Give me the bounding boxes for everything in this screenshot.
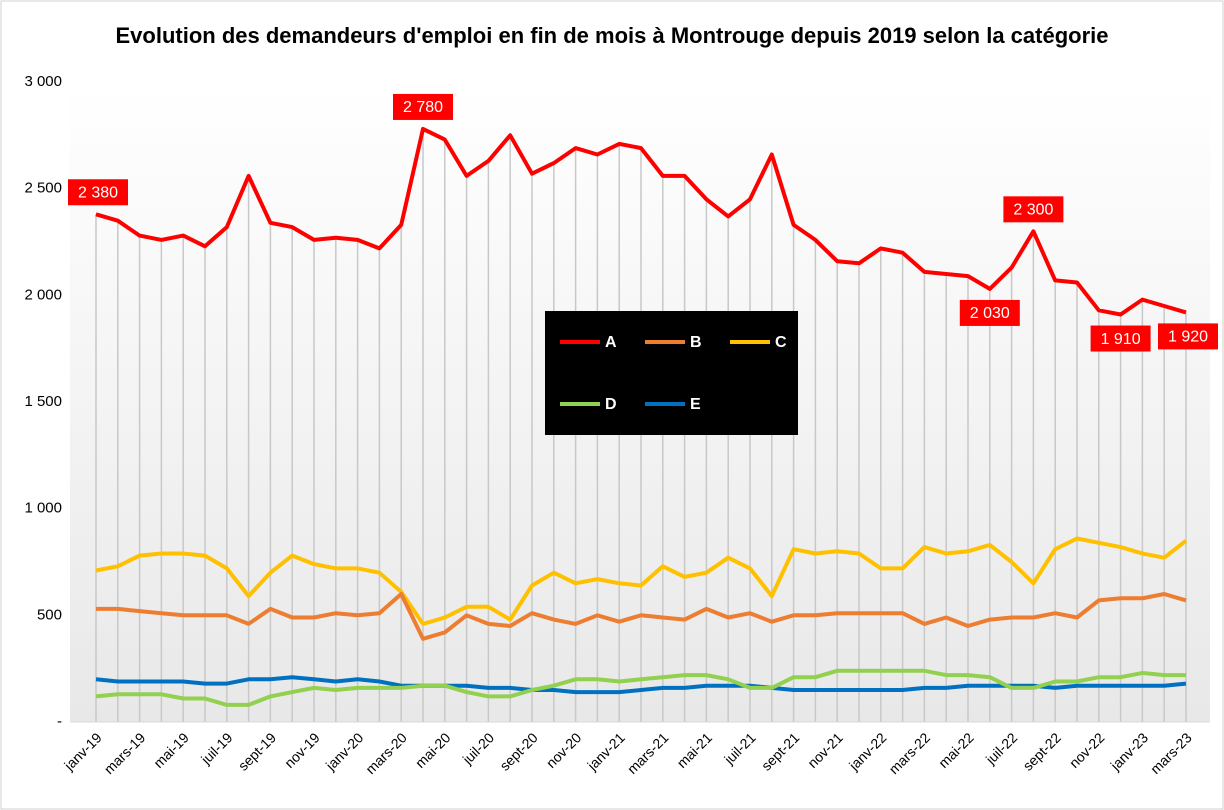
- data-label-text: 2 380: [78, 184, 118, 201]
- x-tick-label: nov-21: [804, 729, 846, 771]
- x-tick-label: janv-22: [845, 729, 890, 774]
- data-label-box: [1003, 196, 1064, 223]
- x-tick-label: mai-20: [412, 729, 454, 771]
- series-line: [95, 536, 1188, 626]
- data-label-box: [1158, 323, 1218, 350]
- data-label-text: 2 780: [403, 99, 443, 116]
- data-label-box: [1090, 325, 1151, 352]
- x-tick-label: mars-19: [101, 729, 149, 777]
- x-tick-label: janv-19: [60, 729, 105, 774]
- legend-label: B: [690, 334, 702, 351]
- legend-label: C: [775, 334, 787, 351]
- data-label: 2 380: [68, 179, 128, 206]
- chart-title: Evolution des demandeurs d'emploi en fin…: [115, 23, 1109, 48]
- y-tick-label: 1 000: [24, 500, 62, 517]
- x-tick-label: mai-19: [150, 729, 192, 771]
- x-tick-label: nov-20: [543, 729, 585, 771]
- x-tick-label: nov-19: [281, 729, 323, 771]
- x-tick-label: mars-22: [886, 729, 934, 777]
- data-label-text: 2 030: [970, 305, 1010, 322]
- legend-label: A: [605, 334, 617, 351]
- data-label-box: [959, 299, 1020, 326]
- y-tick-label: 1 500: [24, 393, 62, 410]
- data-label: 2 300: [1003, 196, 1064, 223]
- data-label: 2 780: [393, 93, 453, 120]
- x-tick-label: mars-23: [1147, 729, 1195, 777]
- x-tick-label: janv-20: [322, 729, 367, 774]
- x-tick-label: mai-21: [674, 729, 716, 771]
- y-tick-label: 3 000: [24, 73, 62, 90]
- series-line: [95, 126, 1187, 317]
- x-tick-label: mars-20: [362, 729, 410, 777]
- x-tick-label: juil-22: [982, 729, 1021, 768]
- y-tick-label: 2 500: [24, 180, 62, 197]
- legend-label: E: [690, 396, 701, 413]
- data-label-box: [393, 93, 453, 120]
- legend-box: [545, 311, 798, 435]
- x-tick-label: juil-19: [197, 729, 236, 768]
- y-tick-label: -: [57, 713, 62, 730]
- x-tick-label: sept-19: [235, 729, 279, 773]
- x-tick-label: nov-22: [1066, 729, 1108, 771]
- series-line: [95, 668, 1186, 707]
- x-tick-label: juil-20: [459, 729, 498, 768]
- x-tick-label: sept-21: [758, 729, 802, 773]
- data-label-text: 1 910: [1101, 331, 1141, 348]
- legend: A B C D E: [545, 311, 798, 435]
- data-label: 2 030: [959, 299, 1020, 326]
- series-line: [96, 592, 1187, 641]
- data-label-box: [68, 179, 128, 206]
- legend-label: D: [605, 396, 617, 413]
- x-tick-label: janv-21: [583, 729, 628, 774]
- y-tick-label: 500: [37, 606, 62, 623]
- data-label-text: 1 920: [1168, 329, 1208, 346]
- x-tick-label: juil-21: [720, 729, 759, 768]
- x-tick-label: mars-21: [624, 729, 672, 777]
- x-tick-label: sept-22: [1020, 729, 1064, 773]
- data-label-text: 2 300: [1013, 202, 1053, 219]
- x-tick-label: sept-20: [496, 729, 540, 773]
- x-tick-label: janv-23: [1107, 729, 1152, 774]
- data-label: 1 920: [1158, 323, 1218, 350]
- y-tick-label: 2 000: [24, 286, 62, 303]
- data-label: 1 910: [1090, 325, 1151, 352]
- x-tick-label: mai-22: [935, 729, 977, 771]
